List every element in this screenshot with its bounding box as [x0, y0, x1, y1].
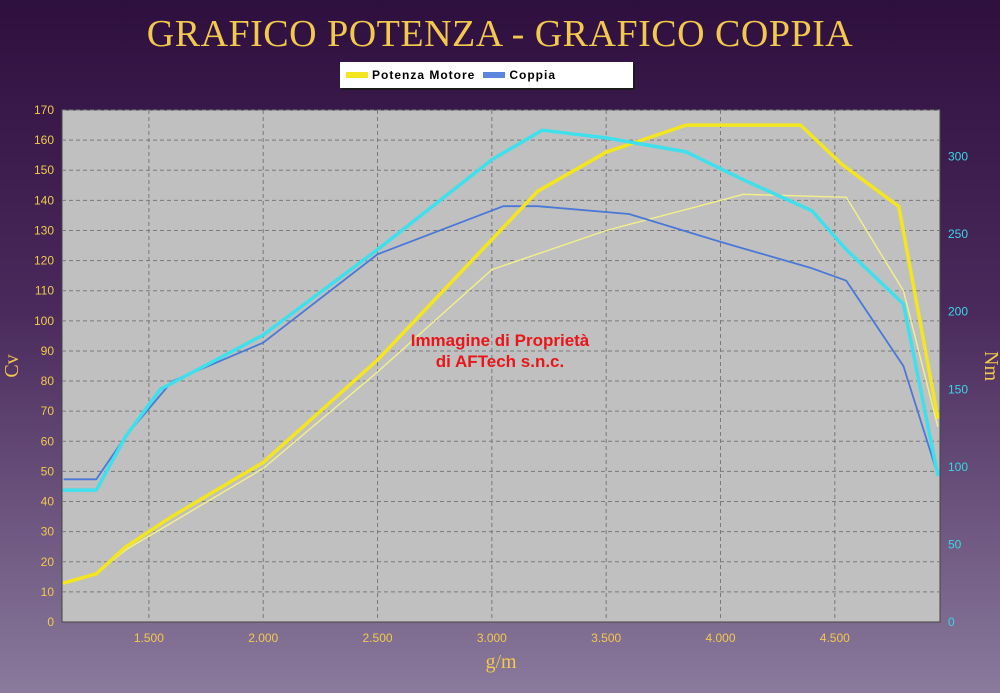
y-left-tick-label: 130 — [34, 223, 54, 237]
y-right-tick-label: 200 — [948, 305, 968, 319]
x-tick-label: 3.500 — [591, 631, 621, 645]
y-right-tick-label: 100 — [948, 460, 968, 474]
legend-swatch-power — [346, 72, 368, 78]
axes: 0 10 20 30 40 50 60 70 80 90 100 110 120 130 140 150 160… — [34, 103, 968, 645]
y-left-tick-label: 100 — [34, 314, 54, 328]
y-left-tick-label: 0 — [47, 615, 54, 629]
y-left-tick-label: 60 — [41, 434, 55, 448]
y-left-tick-label: 40 — [41, 495, 55, 509]
watermark-line-2: di AFTech s.n.c. — [435, 352, 565, 371]
y-right-tick-label: 0 — [948, 615, 955, 629]
y-left-tick-label: 50 — [41, 464, 55, 478]
y-right-tick-label: 250 — [948, 227, 968, 241]
y-left-tick-label: 90 — [41, 344, 55, 358]
legend-swatch-torque — [483, 72, 506, 78]
legend-item-torque: Coppia — [483, 68, 556, 82]
series-line-power-original — [63, 193, 939, 584]
y-left-tick-label: 170 — [34, 103, 54, 117]
legend-label-torque: Coppia — [509, 68, 557, 82]
y-left-tick-label: 80 — [41, 374, 55, 388]
y-left-tick-label: 20 — [41, 555, 55, 569]
y-right-tick-label: 150 — [948, 382, 968, 396]
y-left-tick-label: 160 — [34, 133, 54, 147]
x-tick-label: 4.500 — [820, 631, 850, 645]
y-axis-right-label: Nm — [980, 351, 1000, 381]
legend-label-power: Potenza Motore — [372, 68, 476, 82]
grid — [62, 109, 940, 622]
x-tick-label: 2.000 — [248, 631, 278, 645]
y-left-tick-label: 140 — [34, 193, 54, 207]
chart-title: GRAFICO POTENZA - GRAFICO COPPIA — [146, 13, 854, 55]
y-left-tick-label: 110 — [35, 284, 54, 298]
watermark: Immagine di Proprietà di AFTech s.n.c. — [380, 330, 620, 372]
y-left-tick-label: 120 — [34, 254, 54, 268]
series-line-power-tuned — [62, 123, 940, 585]
y-left-tick-label: 10 — [41, 585, 55, 599]
legend-item-power: Potenza Motore — [346, 68, 475, 82]
legend: Potenza Motore Coppia — [340, 62, 633, 88]
series-layer — [62, 123, 940, 585]
series-line-torque-tuned — [62, 128, 940, 492]
y-left-tick-label: 70 — [41, 404, 55, 418]
x-axis-label: g/m — [485, 651, 517, 673]
x-tick-label: 1.500 — [134, 631, 164, 645]
y-right-tick-label: 50 — [948, 537, 962, 551]
y-right-tick-label: 300 — [948, 150, 968, 164]
watermark-line-1: Immagine di Proprietà — [410, 331, 590, 350]
y-left-tick-label: 30 — [41, 525, 55, 539]
x-tick-label: 4.000 — [705, 631, 735, 645]
y-left-tick-label: 150 — [34, 163, 54, 177]
x-tick-label: 3.000 — [477, 631, 507, 645]
y-axis-left-label: Cv — [1, 354, 23, 377]
x-tick-label: 2.500 — [363, 631, 393, 645]
